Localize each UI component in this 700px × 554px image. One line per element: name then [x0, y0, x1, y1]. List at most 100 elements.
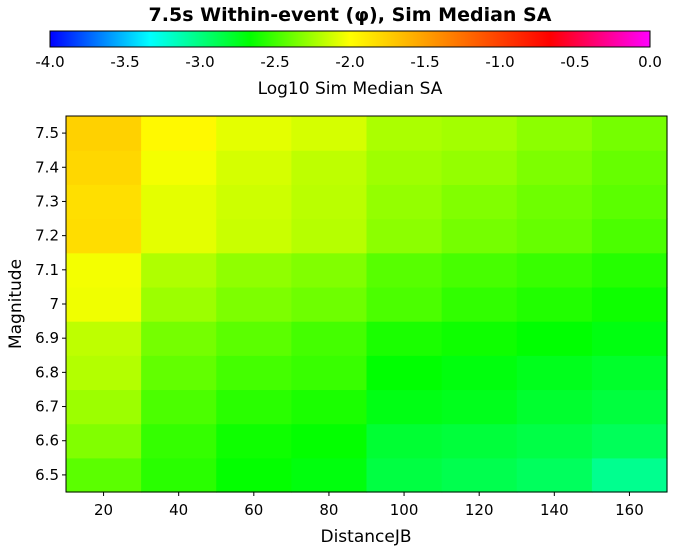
heatmap-cell — [216, 252, 292, 288]
heatmap-cell — [591, 150, 668, 185]
heatmap-cell — [591, 286, 668, 322]
heatmap-cell — [66, 116, 142, 151]
x-tick-label: 160 — [615, 501, 644, 519]
heatmap-cell — [216, 184, 292, 220]
heatmap-cell — [291, 218, 368, 254]
heatmap-cell — [291, 355, 368, 391]
heatmap-cell — [66, 457, 142, 493]
heatmap-cell — [441, 286, 518, 322]
heatmap-cell — [516, 389, 593, 425]
colorbar-tick-label: 0.0 — [638, 53, 662, 71]
heatmap-cell — [66, 355, 142, 391]
heatmap-cell — [66, 252, 142, 288]
colorbar-tick-label: -1.5 — [410, 53, 439, 71]
heatmap-cell — [441, 389, 518, 425]
heatmap-cell — [591, 389, 668, 425]
heatmap-cell — [216, 116, 292, 151]
heatmap-cell — [66, 389, 142, 425]
y-tick-label: 7.1 — [35, 261, 59, 279]
heatmap-cell — [366, 184, 443, 220]
heatmap-cell — [141, 286, 217, 322]
heatmap-cell — [516, 457, 593, 493]
y-tick-label: 6.5 — [35, 466, 59, 484]
heatmap-cell — [516, 150, 593, 185]
heatmap-cell — [216, 150, 292, 185]
heatmap-cell — [441, 116, 518, 151]
x-tick-label: 20 — [94, 501, 113, 519]
heatmap-cell — [441, 423, 518, 459]
y-tick-label: 7.5 — [35, 124, 59, 142]
heatmap-cell — [141, 116, 217, 151]
y-axis-label: Magnitude — [6, 259, 26, 349]
heatmap-cell — [291, 389, 368, 425]
heatmap-cell — [441, 321, 518, 356]
colorbar-tick-label: -2.5 — [260, 53, 289, 71]
heatmap-cell — [591, 321, 668, 356]
heatmap-cells — [66, 116, 668, 493]
chart-title: 7.5s Within-event (φ), Sim Median SA — [149, 4, 552, 26]
heatmap-cell — [591, 218, 668, 254]
heatmap-cell — [366, 286, 443, 322]
heatmap-cell — [216, 423, 292, 459]
x-tick-label: 120 — [465, 501, 494, 519]
heatmap-cell — [516, 116, 593, 151]
heatmap-cell — [366, 150, 443, 185]
x-tick-label: 140 — [540, 501, 569, 519]
heatmap-cell — [216, 321, 292, 356]
y-tick-label: 7.3 — [35, 192, 59, 210]
x-tick-label: 80 — [319, 501, 338, 519]
heatmap-cell — [216, 457, 292, 493]
x-tick-label: 40 — [169, 501, 188, 519]
heatmap-cell — [441, 184, 518, 220]
heatmap-cell — [66, 321, 142, 356]
colorbar-tick-label: -3.0 — [185, 53, 214, 71]
heatmap-cell — [216, 389, 292, 425]
heatmap-cell — [291, 184, 368, 220]
y-tick-label: 7.2 — [35, 227, 59, 245]
colorbar-label: Log10 Sim Median SA — [258, 79, 443, 99]
heatmap-cell — [66, 286, 142, 322]
heatmap-cell — [366, 389, 443, 425]
y-tick-label: 6.9 — [35, 329, 59, 347]
y-tick-label: 6.6 — [35, 432, 59, 450]
heatmap-cell — [516, 355, 593, 391]
heatmap-cell — [216, 286, 292, 322]
heatmap-cell — [591, 423, 668, 459]
y-tick-label: 6.8 — [35, 363, 59, 381]
colorbar-tick-label: -0.5 — [560, 53, 589, 71]
heatmap-cell — [516, 218, 593, 254]
y-tick-label: 6.7 — [35, 398, 59, 416]
heatmap-cell — [366, 116, 443, 151]
heatmap-cell — [516, 423, 593, 459]
heatmap-cell — [591, 355, 668, 391]
heatmap-cell — [516, 321, 593, 356]
x-tick-label: 60 — [244, 501, 263, 519]
colorbar-tick-label: -1.0 — [485, 53, 514, 71]
heatmap-cell — [291, 286, 368, 322]
x-axis-label: DistanceJB — [320, 527, 411, 547]
heatmap-cell — [141, 457, 217, 493]
heatmap-cell — [516, 286, 593, 322]
heatmap-cell — [516, 252, 593, 288]
x-axis-ticks: 20 40 60 80 100 120 140 160 — [94, 492, 644, 519]
heatmap-cell — [366, 423, 443, 459]
heatmap-cell — [216, 355, 292, 391]
heatmap-cell — [366, 252, 443, 288]
heatmap-cell — [591, 184, 668, 220]
heatmap-cell — [366, 321, 443, 356]
y-tick-label: 7 — [49, 295, 59, 313]
heatmap-cell — [66, 184, 142, 220]
heatmap-cell — [366, 457, 443, 493]
colorbar-tick-label: -3.5 — [110, 53, 139, 71]
heatmap-cell — [441, 355, 518, 391]
heatmap-cell — [441, 252, 518, 288]
colorbar-tick-label: -4.0 — [35, 53, 64, 71]
heatmap-cell — [591, 457, 668, 493]
colorbar-tick-label: -2.0 — [335, 53, 364, 71]
heatmap-cell — [366, 218, 443, 254]
heatmap-cell — [441, 218, 518, 254]
heatmap-cell — [141, 355, 217, 391]
heatmap-cell — [141, 389, 217, 425]
